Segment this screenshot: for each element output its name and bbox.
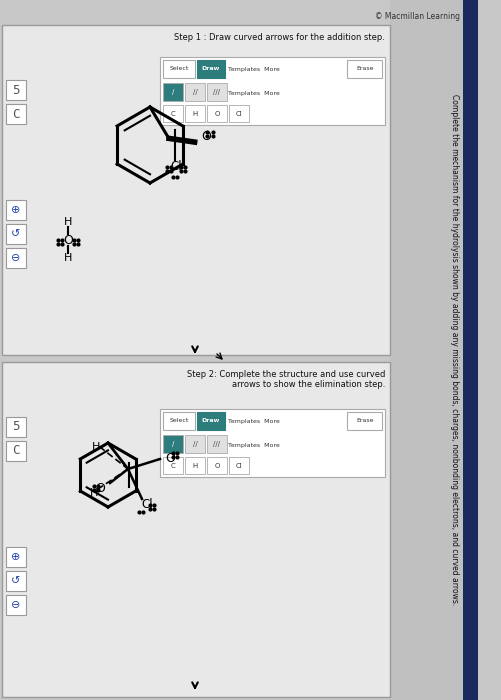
Text: ↺: ↺: [12, 576, 21, 586]
Text: H: H: [64, 217, 72, 227]
Text: ↺: ↺: [12, 229, 21, 239]
Text: © Macmillan Learning: © Macmillan Learning: [375, 12, 460, 21]
Text: O: O: [201, 130, 211, 143]
Bar: [163, 60, 195, 78]
Text: O: O: [165, 452, 175, 466]
Text: Step 2: Complete the structure and use curved
arrows to show the elimination ste: Step 2: Complete the structure and use c…: [187, 370, 385, 389]
Bar: [185, 457, 205, 474]
Bar: [347, 60, 382, 78]
Text: H: H: [64, 253, 72, 263]
Bar: [197, 412, 225, 430]
Bar: [207, 457, 227, 474]
Text: //: //: [192, 89, 197, 95]
Text: ///: ///: [213, 89, 220, 95]
Text: Erase: Erase: [356, 419, 374, 423]
Bar: [207, 435, 227, 453]
Text: Draw: Draw: [202, 66, 220, 71]
Bar: [185, 83, 205, 101]
Text: O: O: [95, 482, 105, 494]
Text: ///: ///: [213, 441, 220, 447]
Text: Select: Select: [169, 66, 189, 71]
Text: C: C: [171, 111, 175, 116]
Text: ⊖: ⊖: [12, 600, 21, 610]
Bar: [347, 412, 382, 430]
Text: ⊕: ⊕: [12, 552, 21, 562]
Bar: [163, 457, 183, 474]
Text: Complete the mechanism for the hydrolysis shown by adding any missing bonds, cha: Complete the mechanism for the hydrolysi…: [450, 94, 459, 606]
Bar: [6, 248, 26, 268]
Bar: [185, 435, 205, 453]
Text: H: H: [92, 442, 100, 452]
Text: Templates  More: Templates More: [228, 66, 280, 71]
Bar: [229, 105, 249, 122]
Text: Draw: Draw: [202, 419, 220, 423]
Bar: [390, 0, 463, 700]
Bar: [163, 105, 183, 122]
Text: Select: Select: [169, 419, 189, 423]
Text: C: C: [12, 444, 20, 458]
Text: O: O: [214, 111, 219, 116]
Text: Cl: Cl: [170, 160, 182, 174]
Text: Cl: Cl: [235, 111, 242, 116]
Bar: [6, 224, 26, 244]
Bar: [463, 0, 478, 700]
Bar: [6, 80, 26, 100]
Bar: [229, 457, 249, 474]
Bar: [160, 57, 385, 125]
Bar: [2, 362, 390, 697]
Text: H: H: [192, 111, 197, 116]
Text: O: O: [214, 463, 219, 468]
Text: Cl: Cl: [141, 498, 153, 512]
Text: C: C: [12, 108, 20, 120]
Bar: [160, 409, 385, 477]
Text: ⊖: ⊖: [12, 253, 21, 263]
Bar: [185, 105, 205, 122]
Text: Erase: Erase: [356, 66, 374, 71]
Bar: [163, 435, 183, 453]
Bar: [207, 105, 227, 122]
Bar: [6, 417, 26, 437]
Bar: [2, 25, 390, 355]
Text: //: //: [192, 441, 197, 447]
Text: Step 1 : Draw curved arrows for the addition step.: Step 1 : Draw curved arrows for the addi…: [174, 33, 385, 42]
Bar: [6, 200, 26, 220]
Text: C: C: [171, 463, 175, 468]
Text: Templates  More: Templates More: [228, 419, 280, 423]
Bar: [6, 571, 26, 591]
Text: H: H: [90, 488, 98, 498]
Text: H: H: [192, 463, 197, 468]
Bar: [197, 60, 225, 78]
Text: /: /: [172, 441, 174, 447]
Bar: [6, 595, 26, 615]
Text: 5: 5: [12, 83, 20, 97]
Bar: [163, 83, 183, 101]
Bar: [163, 412, 195, 430]
Text: Templates  More: Templates More: [228, 442, 280, 447]
Text: ⊕: ⊕: [12, 205, 21, 215]
Bar: [6, 104, 26, 124]
Text: /: /: [172, 89, 174, 95]
Text: Cl: Cl: [235, 463, 242, 468]
Text: O: O: [63, 234, 73, 246]
Bar: [207, 83, 227, 101]
Text: 5: 5: [12, 421, 20, 433]
Text: Templates  More: Templates More: [228, 90, 280, 95]
Bar: [6, 547, 26, 567]
Bar: [6, 441, 26, 461]
